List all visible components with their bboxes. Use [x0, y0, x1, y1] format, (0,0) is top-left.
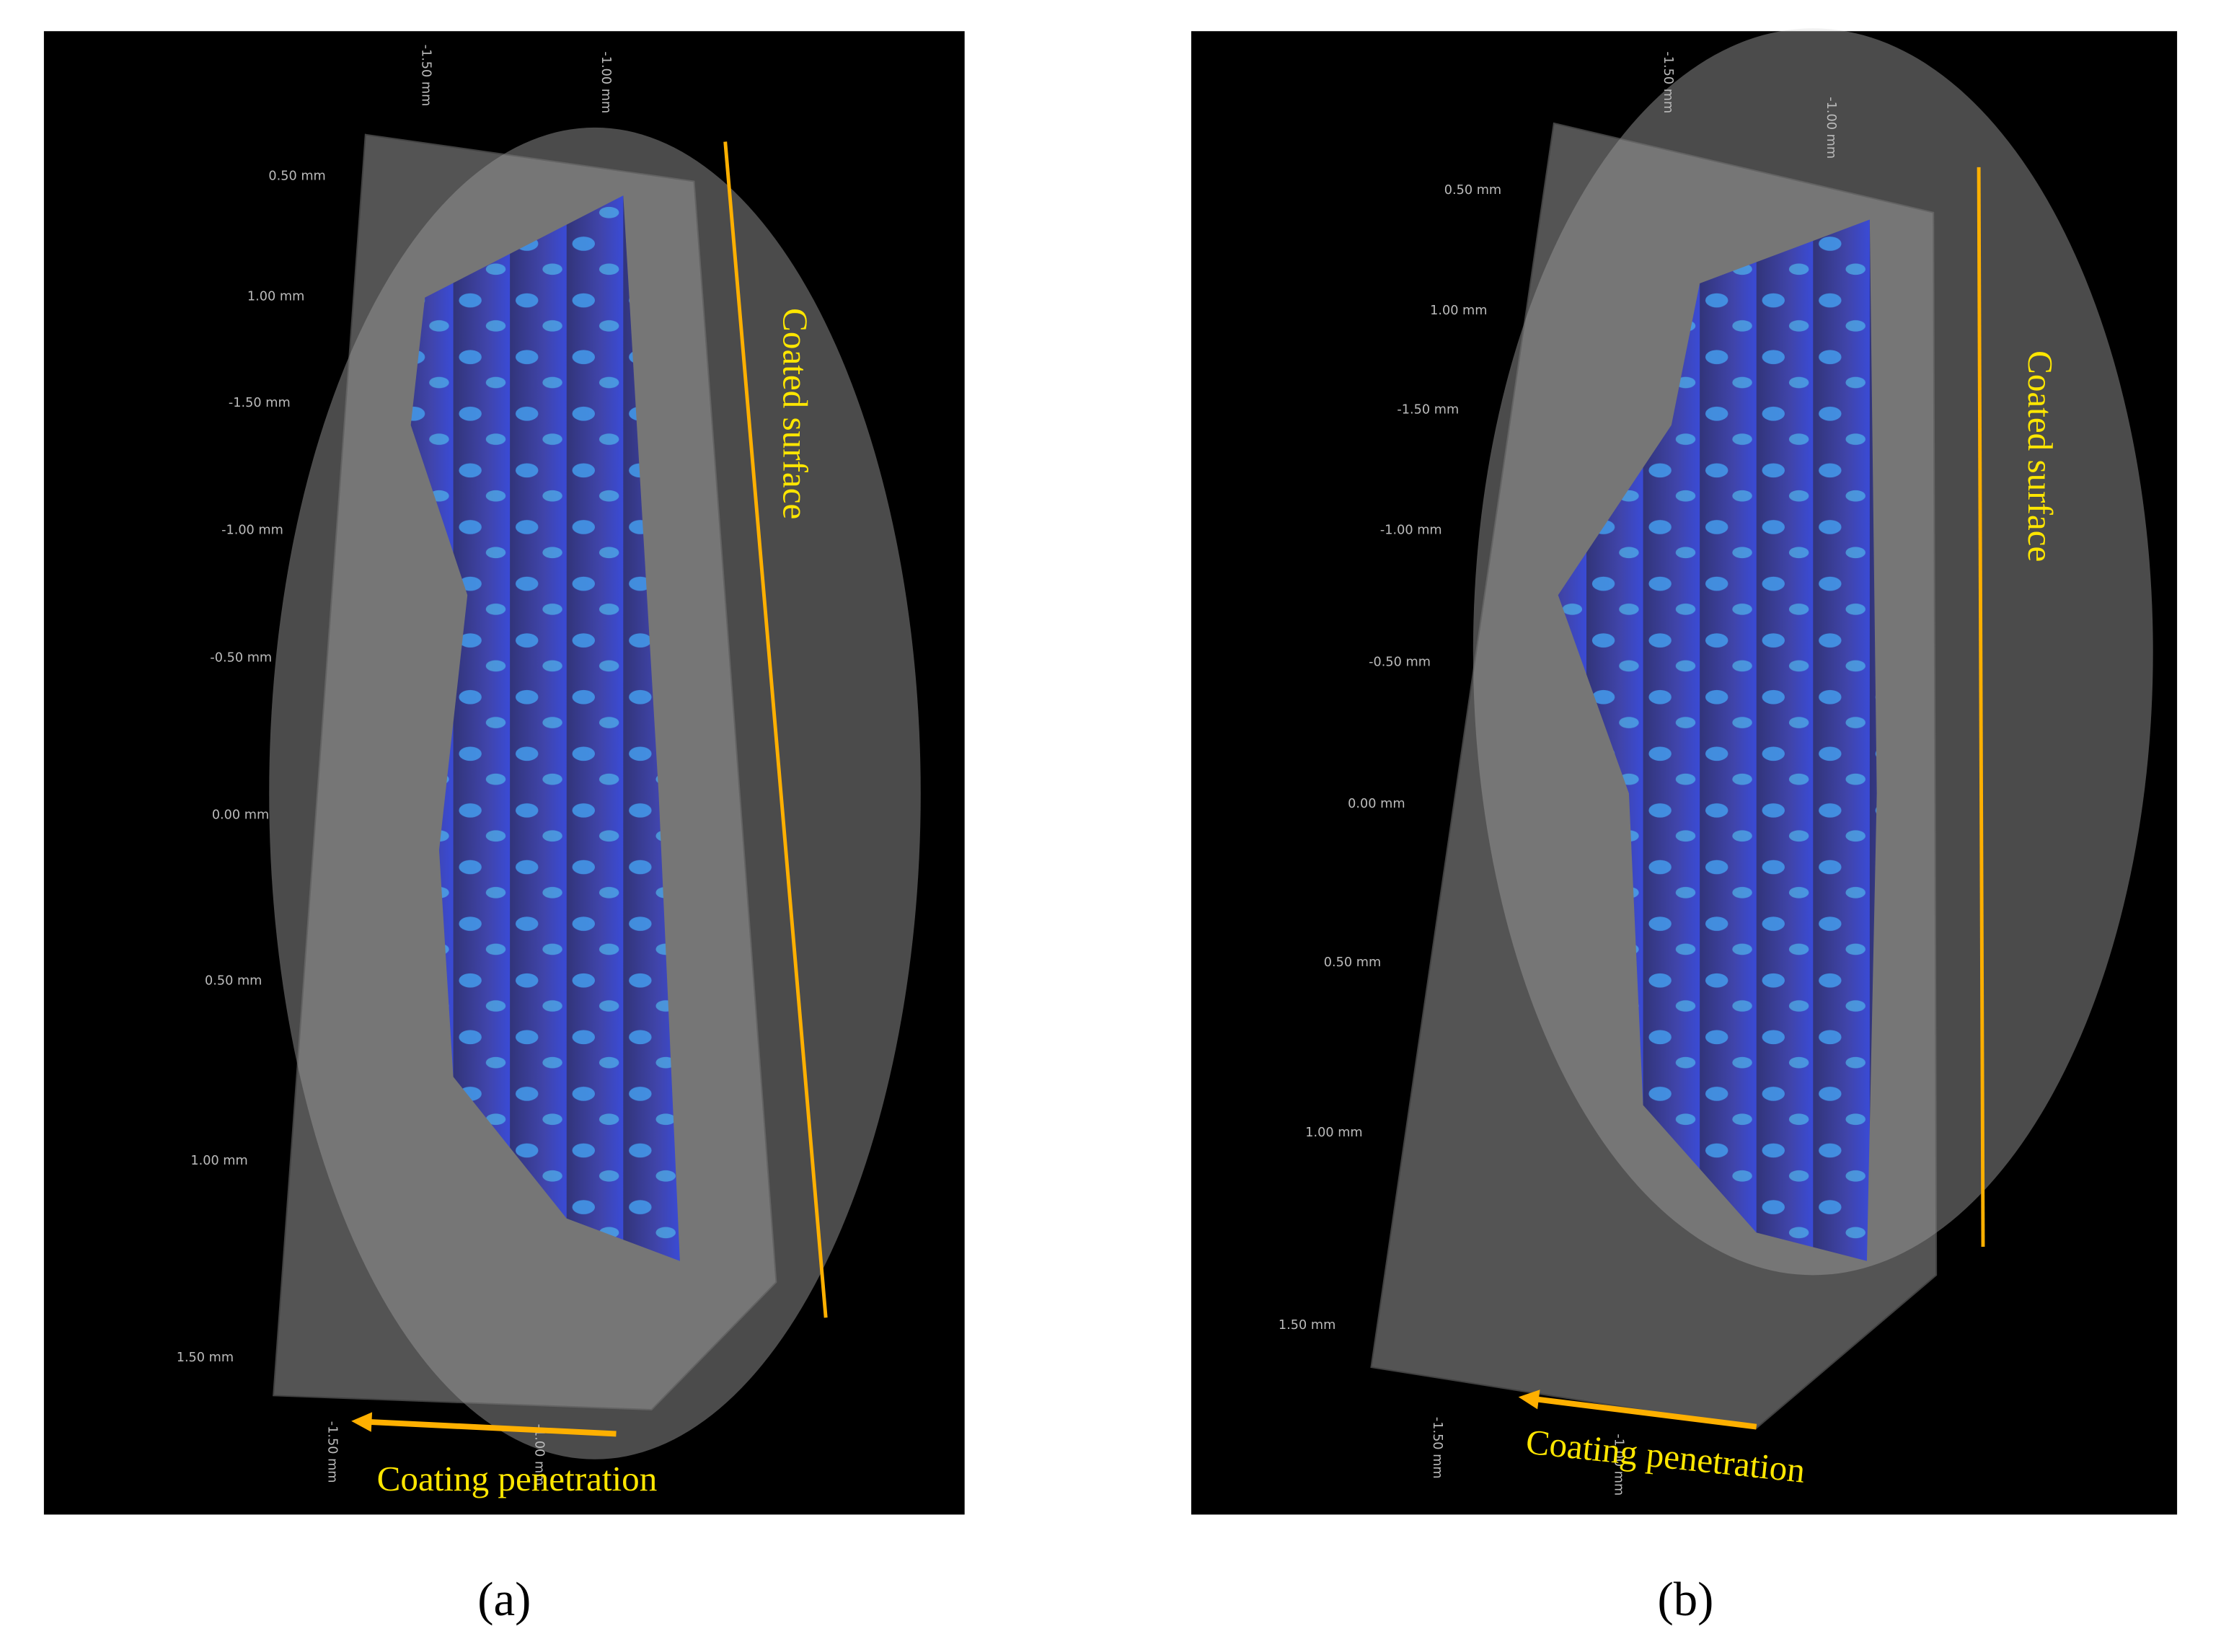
axis-label: -1.50 mm	[325, 1421, 340, 1483]
coated-sample	[1558, 219, 1877, 1261]
surface-label: Coated surface	[775, 308, 815, 519]
panel: 0.50 mm 1.00 mm -1.50 mm -1.00 mm -0.50 mm 0.…	[43, 31, 965, 1515]
penetration-label: Coating penetration	[377, 1459, 658, 1498]
penetration-arrow	[371, 1419, 617, 1437]
axis-label: 0.50 mm	[1444, 183, 1501, 198]
axis-label: -1.00 mm	[221, 524, 283, 538]
axis-label: 1.00 mm	[190, 1154, 247, 1168]
axis-label: 1.50 mm	[177, 1351, 234, 1365]
arrow-head	[1518, 1390, 1540, 1410]
surface-label: Coated surface	[2021, 350, 2060, 562]
axis-label: -1.00 mm	[1824, 97, 1838, 159]
axis-label: -1.50 mm	[1661, 51, 1675, 113]
axis-label: 1.00 mm	[1305, 1126, 1362, 1140]
axis-label: 0.00 mm	[212, 808, 269, 823]
surface-line	[723, 141, 828, 1318]
axis-label: 1.00 mm	[247, 290, 304, 304]
penetration-arrow	[1537, 1396, 1757, 1430]
axis-label: 1.50 mm	[1279, 1318, 1335, 1333]
axis-label: -1.50 mm	[1430, 1417, 1444, 1479]
arrow-head	[351, 1412, 373, 1432]
axis-label: -1.50 mm	[1397, 403, 1459, 418]
axis-label: -0.50 mm	[1369, 655, 1431, 669]
axis-label: 0.50 mm	[205, 974, 262, 989]
axis-label: -1.00 mm	[1380, 524, 1442, 538]
axis-label: 0.50 mm	[268, 169, 325, 184]
panel-caption: (a)	[477, 1573, 531, 1626]
axis-label: -1.00 mm	[532, 1424, 547, 1486]
axis-label: -1.00 mm	[1611, 1434, 1625, 1496]
axis-label: -0.50 mm	[210, 651, 272, 666]
surface-line	[1977, 167, 1985, 1247]
panel: 0.50 mm 1.00 mm -1.50 mm -1.00 mm -0.50 mm 0.…	[1191, 28, 2178, 1515]
axis-label: 0.50 mm	[1324, 955, 1381, 970]
coated-sample	[410, 195, 680, 1261]
axis-label: 1.00 mm	[1430, 304, 1487, 318]
axis-label: -1.50 mm	[418, 45, 433, 107]
axis-label: -1.00 mm	[599, 51, 613, 113]
panel-caption: (b)	[1658, 1573, 1714, 1626]
axis-label: -1.50 mm	[229, 396, 291, 410]
axis-label: 0.00 mm	[1348, 797, 1405, 811]
